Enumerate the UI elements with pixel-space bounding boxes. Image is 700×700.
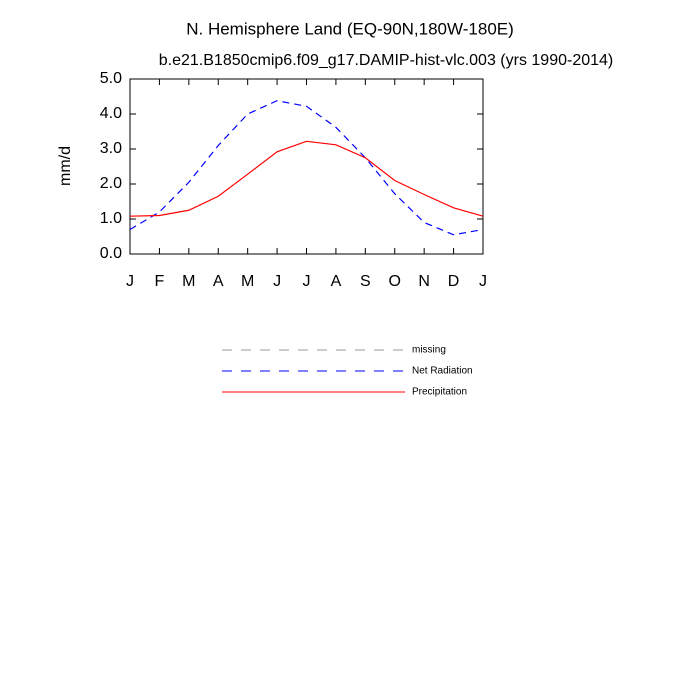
- y-tick-label: 0.0: [100, 245, 122, 262]
- y-axis-label: mm/d: [57, 146, 74, 186]
- plot-frame: [129, 78, 484, 255]
- x-tick-label: F: [155, 273, 165, 290]
- x-tick-label: A: [331, 273, 342, 290]
- x-tick-label: J: [303, 273, 311, 290]
- y-tick-label: 1.0: [100, 210, 122, 227]
- y-tick-label: 5.0: [100, 70, 122, 87]
- data-line: [129, 100, 484, 236]
- x-tick-label: M: [241, 273, 254, 290]
- x-tick-label: J: [273, 273, 281, 290]
- y-tick-label: 2.0: [100, 175, 122, 192]
- x-tick-label: A: [213, 273, 224, 290]
- x-tick-label: J: [479, 273, 487, 290]
- x-tick-label: N: [418, 273, 430, 290]
- x-tick-label: D: [448, 273, 460, 290]
- chart-subtitle: b.e21.B1850cmip6.f09_g17.DAMIP-hist-vlc.…: [159, 52, 613, 69]
- x-tick-label: S: [360, 273, 371, 290]
- y-tick-label: 4.0: [100, 105, 122, 122]
- x-tick-label: M: [182, 273, 195, 290]
- data-line: [129, 140, 484, 217]
- x-tick-label: O: [389, 273, 401, 290]
- legend-label: Net Radiation: [412, 366, 473, 377]
- x-tick-label: J: [126, 273, 134, 290]
- legend-label: missing: [412, 345, 446, 356]
- y-tick-label: 3.0: [100, 140, 122, 157]
- legend-label: Precipitation: [412, 387, 467, 398]
- chart-title: N. Hemisphere Land (EQ-90N,180W-180E): [186, 19, 514, 38]
